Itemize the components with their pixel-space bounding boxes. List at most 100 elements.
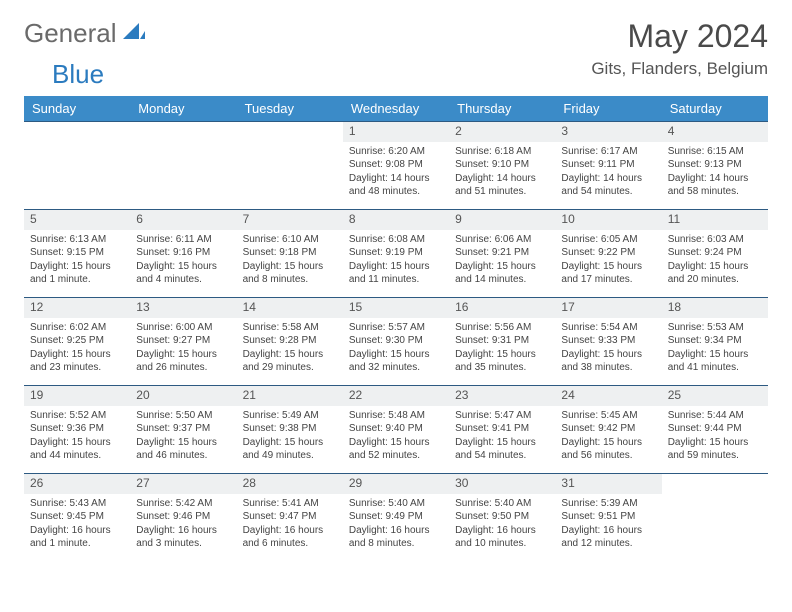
sunrise-text: Sunrise: 6:13 AM [30,233,124,247]
weekday-header: Saturday [662,96,768,122]
sunrise-text: Sunrise: 5:40 AM [349,497,443,511]
sunrise-text: Sunrise: 6:20 AM [349,145,443,159]
daylight-text: Daylight: 16 hours and 10 minutes. [455,524,549,551]
day-number-cell: 6 [130,210,236,230]
sunset-text: Sunset: 9:40 PM [349,422,443,436]
sunset-text: Sunset: 9:37 PM [136,422,230,436]
day-number-cell: 20 [130,386,236,406]
day-cell [662,494,768,562]
sunset-text: Sunset: 9:15 PM [30,246,124,260]
sunrise-text: Sunrise: 6:18 AM [455,145,549,159]
sunset-text: Sunset: 9:34 PM [668,334,762,348]
sunset-text: Sunset: 9:31 PM [455,334,549,348]
day-number-cell: 4 [662,122,768,142]
sunset-text: Sunset: 9:13 PM [668,158,762,172]
day-details: Sunrise: 5:39 AMSunset: 9:51 PMDaylight:… [555,494,661,555]
day-details [662,494,768,501]
sunset-text: Sunset: 9:30 PM [349,334,443,348]
day-cell: Sunrise: 6:06 AMSunset: 9:21 PMDaylight:… [449,230,555,298]
sunset-text: Sunset: 9:08 PM [349,158,443,172]
sunrise-text: Sunrise: 5:41 AM [243,497,337,511]
day-details [237,142,343,149]
day-cell: Sunrise: 5:52 AMSunset: 9:36 PMDaylight:… [24,406,130,474]
day-cell: Sunrise: 6:00 AMSunset: 9:27 PMDaylight:… [130,318,236,386]
weekday-header: Monday [130,96,236,122]
day-cell [237,142,343,210]
daylight-text: Daylight: 15 hours and 29 minutes. [243,348,337,375]
day-cell: Sunrise: 5:39 AMSunset: 9:51 PMDaylight:… [555,494,661,562]
day-details: Sunrise: 5:58 AMSunset: 9:28 PMDaylight:… [237,318,343,379]
sunrise-text: Sunrise: 6:06 AM [455,233,549,247]
day-number-cell: 10 [555,210,661,230]
sunset-text: Sunset: 9:28 PM [243,334,337,348]
daylight-text: Daylight: 14 hours and 54 minutes. [561,172,655,199]
day-cell: Sunrise: 5:56 AMSunset: 9:31 PMDaylight:… [449,318,555,386]
daylight-text: Daylight: 14 hours and 58 minutes. [668,172,762,199]
daylight-text: Daylight: 15 hours and 17 minutes. [561,260,655,287]
sunrise-text: Sunrise: 5:47 AM [455,409,549,423]
daylight-text: Daylight: 15 hours and 56 minutes. [561,436,655,463]
day-number-cell: 5 [24,210,130,230]
day-number-cell: 15 [343,298,449,318]
day-number-cell: 25 [662,386,768,406]
sunrise-text: Sunrise: 5:48 AM [349,409,443,423]
daylight-text: Daylight: 15 hours and 4 minutes. [136,260,230,287]
sunrise-text: Sunrise: 5:43 AM [30,497,124,511]
day-cell: Sunrise: 6:11 AMSunset: 9:16 PMDaylight:… [130,230,236,298]
sunrise-text: Sunrise: 5:45 AM [561,409,655,423]
day-cell: Sunrise: 6:02 AMSunset: 9:25 PMDaylight:… [24,318,130,386]
daylight-text: Daylight: 16 hours and 6 minutes. [243,524,337,551]
day-number-cell [237,122,343,142]
day-details: Sunrise: 6:10 AMSunset: 9:18 PMDaylight:… [237,230,343,291]
day-cell: Sunrise: 5:49 AMSunset: 9:38 PMDaylight:… [237,406,343,474]
daylight-text: Daylight: 15 hours and 14 minutes. [455,260,549,287]
day-details: Sunrise: 6:17 AMSunset: 9:11 PMDaylight:… [555,142,661,203]
day-cell [130,142,236,210]
daynum-row: 19202122232425 [24,386,768,406]
day-cell: Sunrise: 5:41 AMSunset: 9:47 PMDaylight:… [237,494,343,562]
sunset-text: Sunset: 9:44 PM [668,422,762,436]
sunset-text: Sunset: 9:45 PM [30,510,124,524]
day-number-cell: 18 [662,298,768,318]
sunset-text: Sunset: 9:42 PM [561,422,655,436]
day-details: Sunrise: 6:05 AMSunset: 9:22 PMDaylight:… [555,230,661,291]
daylight-text: Daylight: 15 hours and 54 minutes. [455,436,549,463]
day-number-cell: 13 [130,298,236,318]
day-details: Sunrise: 5:41 AMSunset: 9:47 PMDaylight:… [237,494,343,555]
day-cell: Sunrise: 5:47 AMSunset: 9:41 PMDaylight:… [449,406,555,474]
day-cell: Sunrise: 5:48 AMSunset: 9:40 PMDaylight:… [343,406,449,474]
sunset-text: Sunset: 9:19 PM [349,246,443,260]
sunset-text: Sunset: 9:38 PM [243,422,337,436]
sunrise-text: Sunrise: 6:11 AM [136,233,230,247]
daylight-text: Daylight: 15 hours and 11 minutes. [349,260,443,287]
sunset-text: Sunset: 9:41 PM [455,422,549,436]
day-details: Sunrise: 6:03 AMSunset: 9:24 PMDaylight:… [662,230,768,291]
day-details: Sunrise: 5:44 AMSunset: 9:44 PMDaylight:… [662,406,768,467]
sunset-text: Sunset: 9:49 PM [349,510,443,524]
day-number-cell: 30 [449,474,555,494]
daylight-text: Daylight: 15 hours and 46 minutes. [136,436,230,463]
logo-text-general: General [24,18,117,49]
day-cell: Sunrise: 6:03 AMSunset: 9:24 PMDaylight:… [662,230,768,298]
daylight-text: Daylight: 16 hours and 3 minutes. [136,524,230,551]
sunrise-text: Sunrise: 6:17 AM [561,145,655,159]
sunset-text: Sunset: 9:24 PM [668,246,762,260]
day-cell: Sunrise: 5:42 AMSunset: 9:46 PMDaylight:… [130,494,236,562]
day-cell: Sunrise: 6:20 AMSunset: 9:08 PMDaylight:… [343,142,449,210]
day-number-cell: 19 [24,386,130,406]
day-details: Sunrise: 5:54 AMSunset: 9:33 PMDaylight:… [555,318,661,379]
day-number-cell: 8 [343,210,449,230]
daylight-text: Daylight: 15 hours and 49 minutes. [243,436,337,463]
sunset-text: Sunset: 9:10 PM [455,158,549,172]
logo-sail-icon [123,21,145,46]
day-cell: Sunrise: 5:40 AMSunset: 9:50 PMDaylight:… [449,494,555,562]
day-cell: Sunrise: 5:43 AMSunset: 9:45 PMDaylight:… [24,494,130,562]
day-details: Sunrise: 5:40 AMSunset: 9:50 PMDaylight:… [449,494,555,555]
sunset-text: Sunset: 9:25 PM [30,334,124,348]
day-details: Sunrise: 5:48 AMSunset: 9:40 PMDaylight:… [343,406,449,467]
day-number-cell: 17 [555,298,661,318]
sunrise-text: Sunrise: 6:15 AM [668,145,762,159]
daynum-row: 567891011 [24,210,768,230]
day-details: Sunrise: 6:08 AMSunset: 9:19 PMDaylight:… [343,230,449,291]
daylight-text: Daylight: 15 hours and 32 minutes. [349,348,443,375]
